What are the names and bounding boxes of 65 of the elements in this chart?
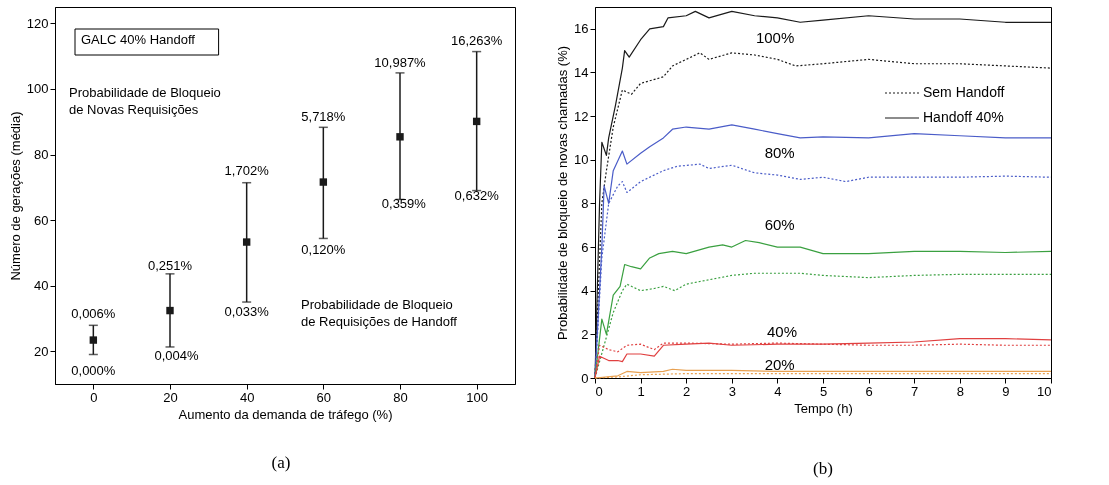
y-tick-label: 14 [574,64,589,80]
annotation: GALC 40% Handoff [81,32,196,47]
y-tick-label: 8 [581,195,589,211]
annotation: 0,120% [301,242,346,258]
annotation: Probabilidade de Bloqueio de Novas Requisições [69,85,221,117]
y-tick-label: 12 [574,108,589,124]
x-tick-label: 10 [1037,383,1052,399]
annotation: 0,000% [71,362,116,378]
x-axis-title: Aumento da demanda de tráfego (%) [178,406,393,422]
x-tick-label: 5 [819,383,828,399]
annotation: Probabilidade de Bloqueio de Requisições de Handoff [301,297,458,329]
annotation: 20% [764,355,795,373]
x-tick-label: 2 [683,383,691,399]
annotation: 10,987% [374,54,427,70]
legend-label: Sem Handoff [923,84,1005,100]
annotation: 100% [755,28,795,46]
y-tick-label: 60 [34,212,49,228]
annotation: 0,359% [381,195,427,211]
annotation: 80% [764,144,795,162]
x-tick-label: 8 [956,383,964,399]
x-tick-label: 7 [911,383,919,399]
x-tick-label: 3 [728,383,736,399]
y-tick-label: 2 [581,326,589,342]
annotation: 5,718% [301,109,346,125]
legend-label: Handoff 40% [923,109,1004,125]
text: (b) [813,459,833,478]
y-tick-label: 16 [574,21,589,37]
point [89,336,98,344]
point [242,238,251,246]
annotation: 40% [766,323,797,341]
point [396,133,404,141]
x-tick-label: 4 [774,383,782,399]
y-axis-title: Probabilidade de bloqueio de novas chamadas (%) [555,45,571,341]
y-tick-label: 120 [26,15,49,31]
x-tick-label: 1 [637,383,645,399]
y-tick-label: 6 [581,239,589,255]
annotation: 0,033% [224,304,270,320]
annotation: 0,632% [454,188,500,204]
x-tick-label: 6 [865,383,873,399]
y-tick-label: 80 [34,147,49,163]
x-tick-label: 0 [90,389,98,405]
y-axis-title: Número de gerações (média) [7,111,23,281]
annotation: 60% [764,216,795,234]
x-tick-label: 9 [1002,383,1010,399]
annotation: 0,251% [147,257,193,273]
y-tick-label: 10 [574,152,589,168]
point [166,306,174,315]
x-axis-title: Tempo (h) [794,400,853,416]
point [319,178,328,186]
annotation: 1,702% [224,162,270,178]
y-tick-label: 4 [581,283,589,299]
y-tick-label: 40 [34,278,49,294]
x-tick-label: 60 [316,389,332,405]
x-tick-label: 20 [163,389,178,405]
x-tick-label: 40 [239,389,255,405]
annotation: 0,004% [154,347,199,363]
y-tick-label: 0 [581,370,589,386]
y-tick-label: 20 [34,343,49,359]
x-tick-label: 0 [595,383,603,399]
text: (a) [271,453,291,472]
x-tick-label: 100 [466,389,489,405]
annotation: 0,006% [71,306,116,322]
annotation: 16,263% [451,32,503,48]
y-tick-label: 100 [26,81,49,97]
x-tick-label: 80 [393,389,408,405]
